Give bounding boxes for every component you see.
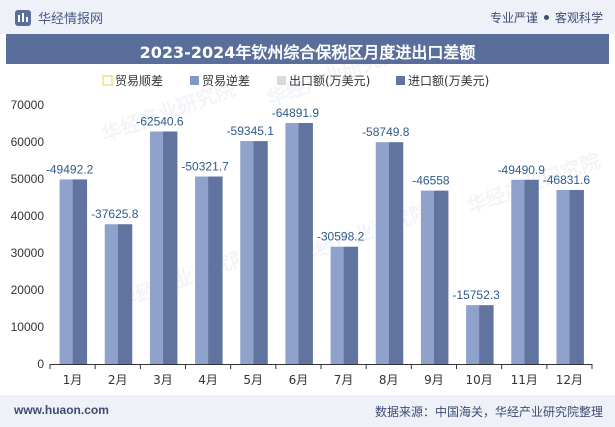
separator-dot-icon [543, 15, 549, 20]
footer-bar: www.huaon.com 数据来源：中国海关，华经产业研究院整理 [0, 395, 615, 427]
bar-import-face [375, 142, 389, 364]
bar-import-face [104, 224, 118, 364]
chart: 贸易顺差 贸易逆差 出口额(万美元) 进口额(万美元) 华经产业研究院华经产业研究院华… [11, 64, 604, 387]
x-tick-label: 7月 [334, 373, 354, 387]
data-label: -49492.2 [46, 162, 94, 176]
bar-import-face [195, 176, 209, 364]
bar-import [253, 141, 268, 364]
x-tick-label: 2月 [108, 373, 128, 387]
legend-label: 出口额(万美元) [289, 74, 370, 88]
x-tick-label: 11月 [511, 373, 538, 387]
x-tick-label: 12月 [556, 373, 583, 387]
data-label: -15752.3 [452, 288, 500, 302]
x-tick-label: 1月 [63, 373, 83, 387]
y-tick-label: 70000 [11, 98, 45, 112]
watermark-text: 华经产业研究院 [114, 243, 254, 313]
bar-import [343, 246, 359, 364]
tagline: 专业严谨 客观科学 [490, 9, 603, 26]
data-label: -49490.9 [498, 163, 546, 177]
x-tick-label: 5月 [243, 373, 263, 387]
data-label: -30598.2 [317, 230, 365, 244]
legend-swatch [102, 75, 113, 86]
data-label: -64891.9 [272, 106, 320, 120]
x-axis: 1月 2月 3月 4月 5月 6月 7月 8月 9月 10月 11月 12月 [49, 364, 593, 387]
data-label: -46558 [412, 174, 450, 188]
x-tick-label: 8月 [379, 373, 399, 387]
legend: 贸易顺差 贸易逆差 出口额(万美元) 进口额(万美元) [102, 73, 489, 88]
bar-import-face [285, 122, 299, 364]
bar-import [298, 122, 313, 364]
watermark-text: 华经产业研究院 [264, 64, 404, 111]
bar-import-face [59, 179, 73, 364]
bar-import-face [330, 246, 344, 364]
bar-import [72, 179, 88, 364]
data-label: -62540.6 [136, 114, 184, 128]
data-label: -37625.8 [91, 207, 139, 221]
footer-source: 数据来源：中国海关，华经产业研究院整理 [374, 405, 603, 419]
y-tick-label: 10000 [11, 320, 45, 334]
bar-import-face [511, 179, 525, 364]
chart-title: 2023-2024年钦州综合保税区月度进出口差额 [139, 43, 476, 62]
bar-import [162, 131, 178, 364]
legend-label: 进口额(万美元) [408, 74, 489, 88]
footer-url[interactable]: www.huaon.com [14, 403, 109, 417]
x-tick-label: 9月 [424, 373, 444, 387]
title-bar: 2023-2024年钦州综合保税区月度进出口差额 [6, 34, 609, 64]
bar-import-face [240, 141, 254, 364]
brand-name: 华经情报网 [38, 11, 104, 26]
header-bar: 华经情报网 专业严谨 客观科学 [0, 0, 615, 34]
y-tick-label: 0 [37, 357, 44, 371]
bar-import [524, 179, 539, 364]
legend-label: 贸易顺差 [115, 74, 163, 88]
x-tick-label: 4月 [198, 373, 218, 387]
x-tick-label: 10月 [465, 373, 492, 387]
data-label: -46831.6 [543, 173, 591, 187]
tagline-left: 专业严谨 [489, 11, 538, 25]
bar-import [117, 224, 133, 364]
y-tick-label: 60000 [11, 135, 45, 149]
bar-import [479, 305, 494, 364]
bar-import-face [466, 305, 480, 364]
y-axis: 0 10000 20000 30000 40000 50000 60000 70000 [11, 98, 45, 371]
legend-swatch [277, 76, 286, 85]
data-label: -58749.8 [362, 125, 410, 139]
legend-swatch [190, 76, 199, 85]
x-tick-label: 3月 [153, 373, 173, 387]
y-tick-label: 50000 [11, 172, 45, 186]
bar-import [388, 142, 404, 364]
legend-label: 贸易逆差 [202, 73, 250, 88]
brand[interactable]: 华经情报网 [14, 8, 103, 27]
y-tick-label: 30000 [11, 246, 45, 260]
x-tick-label: 6月 [289, 373, 309, 387]
y-tick-label: 40000 [11, 209, 45, 223]
legend-swatch [396, 76, 405, 85]
y-tick-label: 20000 [11, 283, 45, 297]
brand-logo-icon [15, 9, 31, 26]
bars [58, 122, 584, 364]
data-label: -59345.1 [227, 124, 275, 138]
bar-import-face [420, 190, 434, 364]
bar-import-face [149, 131, 163, 364]
tagline-right: 客观科学 [554, 11, 603, 25]
data-label: -50321.7 [181, 160, 229, 174]
bar-import-face [556, 189, 570, 364]
bar-import [433, 190, 449, 364]
bar-import [569, 189, 584, 364]
bar-import [208, 176, 223, 364]
data-labels: -49492.2 -37625.8 -62540.6 -50321.7 -59345.1… [46, 106, 591, 302]
